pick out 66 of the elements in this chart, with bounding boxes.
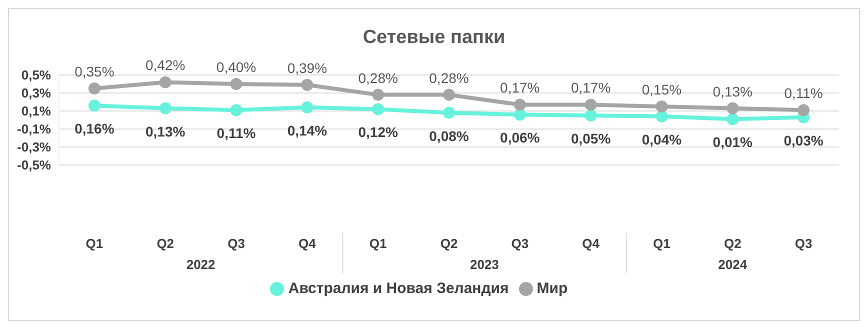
data-label: 0,39% (287, 60, 328, 76)
point (584, 98, 597, 111)
y-tick-label: -0,3% (17, 140, 52, 155)
text: 2023 (470, 257, 499, 272)
y-tick-label: 0,3% (21, 86, 52, 101)
point (656, 100, 668, 112)
data-label: 0,13% (146, 123, 186, 140)
data-label: 0,28% (358, 70, 398, 86)
y-tick-label: -0,5% (17, 158, 52, 173)
point (301, 101, 314, 114)
point (372, 103, 384, 116)
point (656, 110, 668, 122)
point (301, 78, 314, 91)
point (584, 110, 597, 122)
legend-label: Австралия и Новая Зеландия (288, 280, 509, 297)
data-label: 0,12% (358, 124, 398, 140)
text: 2024 (718, 257, 748, 272)
x-tick-label: Q2 (156, 236, 174, 251)
point (159, 76, 172, 88)
text: 2022 (186, 257, 216, 272)
point (159, 102, 172, 114)
data-label: 0,08% (429, 128, 470, 144)
x-tick-label: Q1 (369, 236, 387, 251)
data-label: 0,11% (784, 85, 823, 102)
y-tick-label: -0,1% (17, 122, 52, 137)
data-label: 0,01% (712, 134, 754, 150)
data-label: 0,11% (216, 125, 256, 142)
x-tick-label: Q4 (582, 236, 600, 251)
legend-label: Мир (536, 280, 568, 297)
y-tick-label: 0,1% (21, 104, 52, 119)
point (88, 100, 100, 112)
x-tick-label: Q1 (653, 236, 670, 251)
point (443, 88, 455, 101)
data-label: 0,05% (570, 130, 612, 146)
data-label: 0,17% (570, 80, 611, 96)
x-tick-label: Q3 (794, 236, 812, 251)
point (230, 78, 242, 90)
x-tick-label: Q4 (298, 236, 317, 251)
y-tick-label: 0,5% (21, 68, 52, 83)
data-label: 0,13% (712, 83, 752, 100)
chart-title: Сетевые папки (362, 27, 506, 49)
x-tick-label: Q2 (440, 236, 458, 251)
data-label: 0,17% (500, 80, 540, 96)
data-label: 0,40% (216, 59, 256, 75)
point (726, 102, 739, 114)
point (514, 98, 526, 111)
point (514, 108, 526, 121)
data-label: 0,14% (287, 122, 328, 138)
point (443, 106, 455, 119)
x-tick-label: Q3 (511, 236, 529, 251)
point (798, 104, 810, 116)
point (88, 82, 100, 94)
data-label: 0,06% (500, 130, 540, 146)
data-label: 0,15% (642, 82, 682, 98)
data-label: 0,42% (146, 57, 186, 74)
point (372, 88, 384, 101)
point (726, 113, 739, 126)
data-label: 0,28% (429, 70, 469, 86)
data-label: 0,04% (642, 131, 682, 148)
x-tick-label: Q1 (86, 236, 104, 251)
data-label: 0,16% (74, 120, 115, 137)
point (230, 104, 242, 116)
data-label: 0,03% (784, 132, 824, 148)
x-tick-label: Q3 (228, 236, 245, 251)
x-tick-label: Q2 (724, 236, 742, 251)
data-label: 0,35% (74, 64, 114, 80)
